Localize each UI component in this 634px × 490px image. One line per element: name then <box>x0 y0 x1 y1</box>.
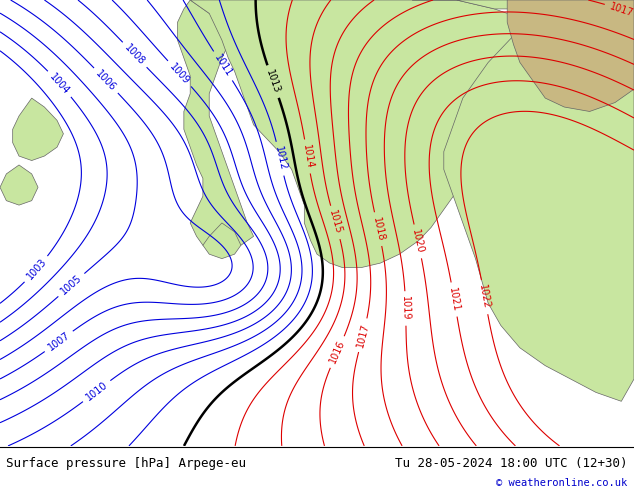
Text: Tu 28-05-2024 18:00 UTC (12+30): Tu 28-05-2024 18:00 UTC (12+30) <box>395 457 628 470</box>
Text: 1004: 1004 <box>48 72 72 96</box>
Text: © weatheronline.co.uk: © weatheronline.co.uk <box>496 478 628 488</box>
Text: 1019: 1019 <box>400 296 411 321</box>
Text: 1021: 1021 <box>447 287 461 313</box>
Text: 1015: 1015 <box>327 209 344 236</box>
Text: 1018: 1018 <box>371 216 385 242</box>
Polygon shape <box>203 223 241 259</box>
Polygon shape <box>412 0 634 401</box>
Text: Surface pressure [hPa] Arpege-eu: Surface pressure [hPa] Arpege-eu <box>6 457 247 470</box>
Text: 1016: 1016 <box>328 339 347 365</box>
Text: 1012: 1012 <box>273 146 288 172</box>
Text: 1003: 1003 <box>25 257 48 282</box>
Polygon shape <box>13 98 63 161</box>
Text: 1007: 1007 <box>46 330 72 353</box>
Text: 1009: 1009 <box>167 61 191 86</box>
Text: 1017: 1017 <box>355 322 371 348</box>
Polygon shape <box>0 165 38 205</box>
Polygon shape <box>507 0 634 112</box>
Text: 1011: 1011 <box>212 53 234 79</box>
Polygon shape <box>178 0 254 250</box>
Text: 1010: 1010 <box>84 380 110 403</box>
Text: 1022: 1022 <box>477 284 492 310</box>
Text: 1006: 1006 <box>94 68 118 93</box>
Text: 1017: 1017 <box>608 1 634 18</box>
Text: 1005: 1005 <box>59 273 84 297</box>
Text: 1008: 1008 <box>122 43 146 67</box>
Text: 1013: 1013 <box>264 69 282 95</box>
Text: 1020: 1020 <box>410 228 425 254</box>
Text: 1014: 1014 <box>301 144 314 170</box>
Polygon shape <box>190 0 539 268</box>
